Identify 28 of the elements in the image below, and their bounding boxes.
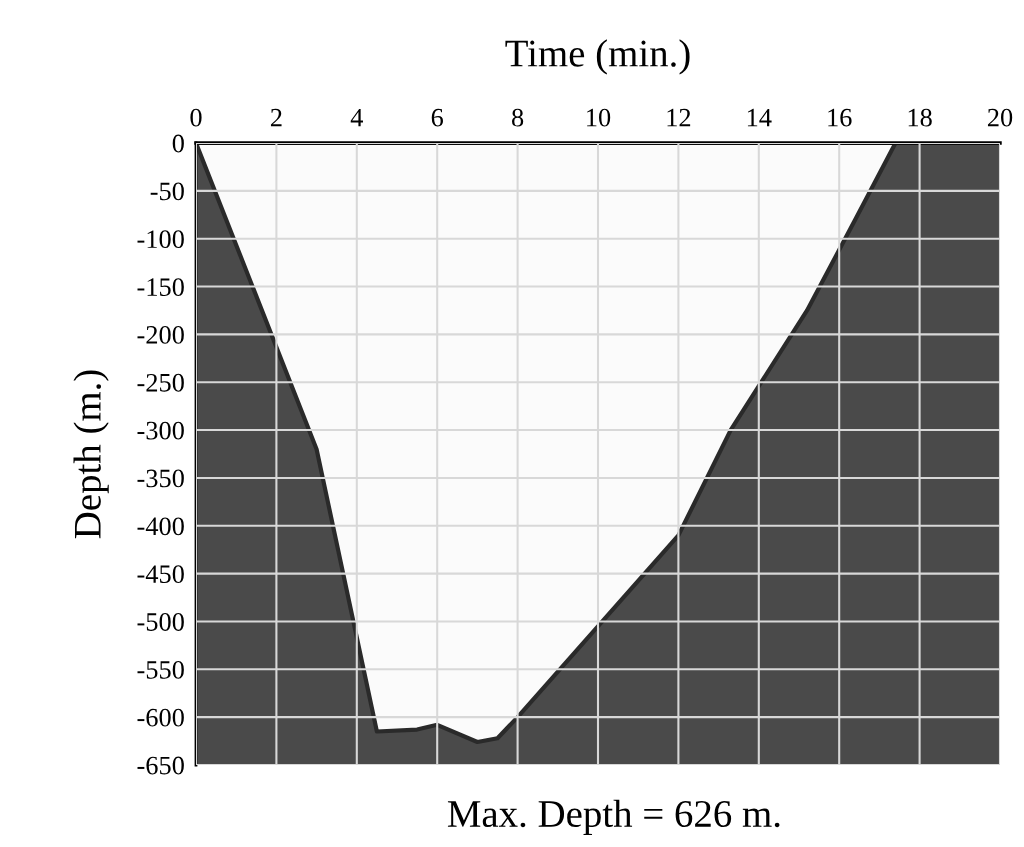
x-tick-label: 6 <box>431 108 444 127</box>
y-tick-label: -500 <box>137 613 184 631</box>
y-tick-label: -650 <box>137 756 184 775</box>
x-tick-label: 10 <box>587 108 611 127</box>
y-tick-label: 0 <box>172 134 184 153</box>
y-tick-label: -600 <box>137 708 184 727</box>
x-axis-title: Time (min.) <box>505 39 690 75</box>
x-tick-label: 12 <box>667 108 691 127</box>
y-tick-label: -200 <box>137 325 184 344</box>
y-tick-label: -550 <box>137 660 184 679</box>
y-axis-title: Depth (m.) <box>73 370 109 539</box>
y-tick-label: -400 <box>137 517 184 536</box>
x-tick-label: 0 <box>190 108 202 127</box>
y-tick-label: -350 <box>137 469 184 488</box>
text: Max. Depth = 626 m. <box>447 799 780 835</box>
y-tick-label: -300 <box>137 421 184 440</box>
x-tick-label: 18 <box>908 108 932 127</box>
x-tick-label: 4 <box>350 108 363 127</box>
y-tick-label: -150 <box>137 278 184 296</box>
x-tick-label: 2 <box>270 108 282 127</box>
x-tick-label: 8 <box>512 108 524 127</box>
y-tick-label: -250 <box>137 373 184 392</box>
y-tick-label: -450 <box>137 565 184 584</box>
y-tick-label: -50 <box>150 182 184 201</box>
x-tick-label: 20 <box>987 108 1013 127</box>
y-tick-label: -100 <box>137 230 184 249</box>
x-tick-label: 16 <box>828 108 852 127</box>
x-tick-label: 14 <box>747 108 772 127</box>
